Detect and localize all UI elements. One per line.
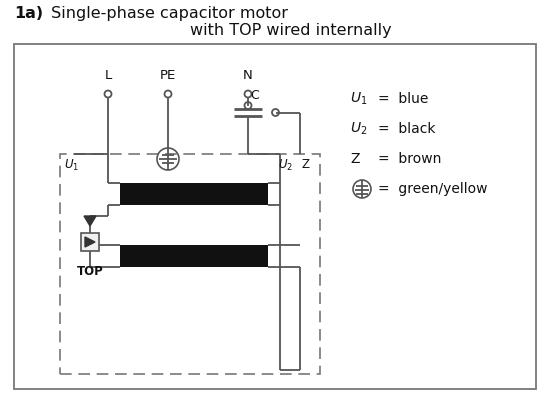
Bar — [14, 44, 536, 389]
Bar — [60, 154, 320, 374]
Text: TOP: TOP — [76, 265, 103, 278]
Text: Single-phase capacitor motor: Single-phase capacitor motor — [46, 6, 288, 21]
Text: with TOP wired internally: with TOP wired internally — [190, 23, 392, 38]
Text: L: L — [104, 69, 112, 82]
Text: =  brown: = brown — [378, 152, 441, 166]
Text: 1a): 1a) — [14, 6, 43, 21]
Text: $U_1$: $U_1$ — [64, 158, 79, 173]
Text: =  blue: = blue — [378, 92, 428, 106]
Text: N: N — [243, 69, 253, 82]
Text: Z: Z — [302, 158, 310, 171]
Text: C: C — [250, 89, 258, 102]
Bar — [81, 233, 99, 251]
Bar — [120, 183, 268, 205]
Text: =  black: = black — [378, 122, 436, 136]
Polygon shape — [85, 237, 95, 247]
Bar — [120, 245, 268, 267]
Text: =  green/yellow: = green/yellow — [378, 182, 487, 196]
Polygon shape — [84, 216, 96, 226]
Text: Z: Z — [350, 152, 360, 166]
Text: $U_2$: $U_2$ — [278, 158, 293, 173]
Text: $U_1$: $U_1$ — [350, 91, 367, 107]
Text: $U_2$: $U_2$ — [350, 121, 367, 137]
Text: PE: PE — [160, 69, 176, 82]
